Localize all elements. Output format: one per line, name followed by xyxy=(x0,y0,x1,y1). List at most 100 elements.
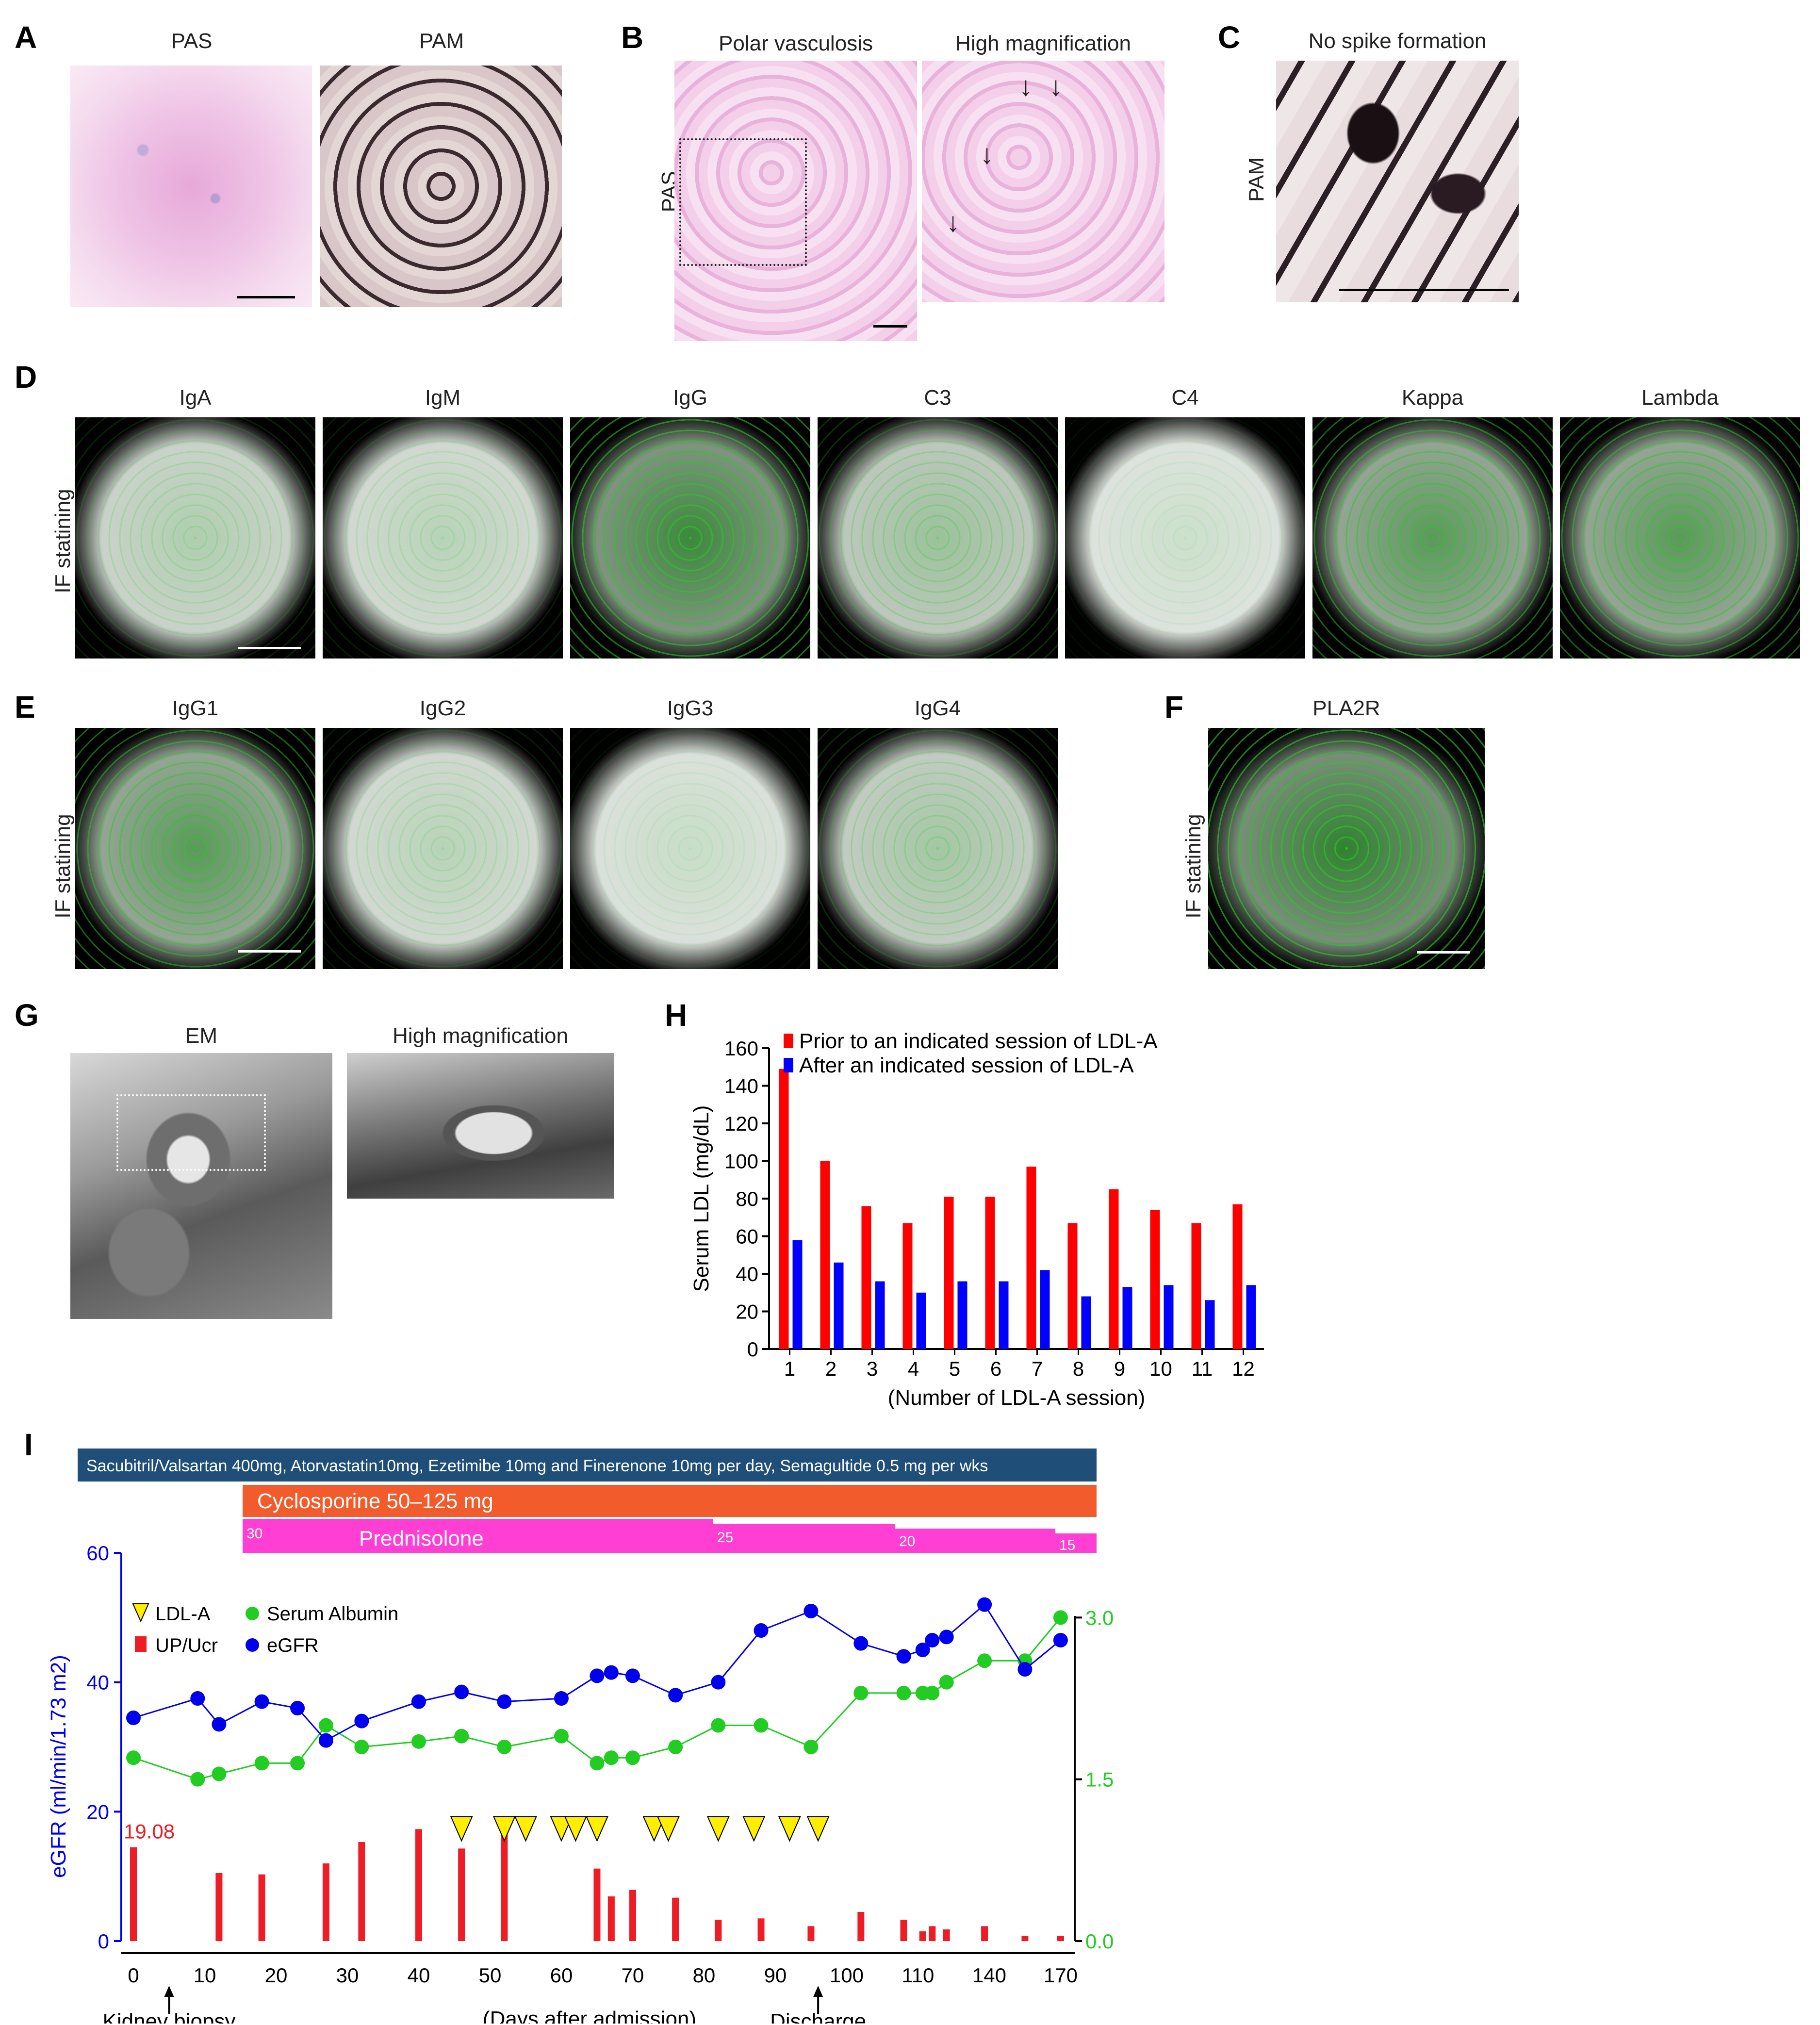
scale-bar xyxy=(237,296,295,298)
bar-after xyxy=(999,1281,1009,1349)
prednisolone-label: Prednisolone xyxy=(359,1527,484,1550)
panel-label-a: A xyxy=(15,20,37,55)
em-high-mag-image xyxy=(347,1053,614,1199)
upucr-bar xyxy=(807,1926,815,1941)
bar-prior xyxy=(820,1161,830,1349)
egfr-point xyxy=(803,1604,819,1618)
bar-after xyxy=(1081,1296,1091,1349)
egfr-point xyxy=(254,1694,269,1709)
y-tick-label: 100 xyxy=(724,1150,758,1173)
prednisolone-step xyxy=(243,1519,713,1553)
panel-f-side-label: IF statining xyxy=(1181,814,1205,919)
upucr-bar xyxy=(629,1890,636,1941)
panel-label-c: C xyxy=(1218,20,1241,55)
bar-after xyxy=(957,1281,967,1349)
y-axis-label: Serum LDL (mg/dL) xyxy=(689,1105,713,1292)
clinical-course-chart: Sacubitril/Valsartan 400mg, Atorvastatin… xyxy=(47,1449,1114,2024)
egfr-point xyxy=(1017,1662,1033,1677)
y-tick-label: 20 xyxy=(736,1301,758,1323)
ldla-marker xyxy=(450,1816,473,1842)
if-image-igm xyxy=(323,417,563,659)
upucr-bar xyxy=(607,1896,615,1941)
if-title-iga: IgA xyxy=(179,386,212,410)
x-tick-label: 8 xyxy=(1073,1357,1084,1380)
legend-swatch xyxy=(784,1034,793,1048)
panel-label-e: E xyxy=(15,690,35,724)
y-tick-label: 40 xyxy=(736,1263,758,1285)
bar-after xyxy=(834,1262,844,1349)
x-tick-label: 10 xyxy=(194,1964,216,1987)
discharge-label: Discharge xyxy=(770,2009,866,2024)
albumin-point xyxy=(896,1685,911,1700)
if-image-igg4 xyxy=(818,728,1058,969)
egfr-point xyxy=(190,1691,205,1706)
panel-e-side-label: IF statining xyxy=(51,814,75,919)
polar-vasculosis-image xyxy=(674,61,917,341)
bar-after xyxy=(1205,1300,1215,1349)
egfr-point xyxy=(354,1713,369,1729)
albumin-point xyxy=(411,1734,426,1749)
x-tick-label: 90 xyxy=(764,1964,787,1987)
bar-after xyxy=(1122,1287,1132,1349)
albumin-point xyxy=(254,1756,269,1771)
egfr-point xyxy=(318,1733,333,1748)
upucr-bar xyxy=(215,1873,223,1941)
pam-stain-image xyxy=(320,66,562,307)
albumin-point xyxy=(853,1685,869,1700)
discharge-arrow-head xyxy=(813,1986,823,1997)
egfr-point xyxy=(554,1691,569,1706)
panel-label-i: I xyxy=(24,1427,33,1462)
y-right-tick-label: 1.5 xyxy=(1085,1768,1114,1791)
y-left-tick-label: 60 xyxy=(86,1542,109,1564)
bar-prior xyxy=(902,1223,913,1349)
pla2r-if-image xyxy=(1208,728,1485,969)
legend-label: After an indicated session of LDL-A xyxy=(799,1054,1134,1077)
ldla-marker xyxy=(778,1816,801,1842)
x-tick-label: 100 xyxy=(830,1964,864,1987)
bar-prior xyxy=(1232,1204,1243,1349)
x-tick-label: 50 xyxy=(479,1964,502,1987)
x-tick-label: 80 xyxy=(693,1964,716,1987)
y-tick-label: 0 xyxy=(747,1338,758,1361)
bar-after xyxy=(1246,1285,1256,1349)
albumin-point xyxy=(354,1740,369,1754)
upucr-bar xyxy=(358,1842,365,1941)
x-tick-label: 6 xyxy=(990,1357,1001,1380)
ldla-marker xyxy=(585,1816,608,1842)
legend-marker xyxy=(132,1603,149,1623)
if-image-igg1 xyxy=(75,728,315,969)
panel-label-h: H xyxy=(665,998,688,1033)
zoom-box xyxy=(679,138,807,266)
panel-label-d: D xyxy=(15,360,37,395)
if-title-igg1: IgG1 xyxy=(172,696,219,720)
egfr-point xyxy=(290,1701,305,1715)
egfr-point xyxy=(411,1694,426,1709)
upucr-bar xyxy=(593,1868,601,1941)
albumin-point xyxy=(803,1740,819,1754)
bar-prior xyxy=(1150,1210,1160,1349)
albumin-point xyxy=(590,1756,605,1771)
upucr-bar xyxy=(715,1920,722,1941)
y-tick-label: 60 xyxy=(736,1225,758,1248)
albumin-point xyxy=(977,1653,992,1668)
bar-after xyxy=(1040,1270,1050,1349)
y-tick-label: 120 xyxy=(724,1112,758,1135)
egfr-point xyxy=(625,1668,640,1683)
x-tick-label: 110 xyxy=(902,1964,934,1987)
x-tick-label: 3 xyxy=(867,1357,878,1380)
y-tick-label: 80 xyxy=(736,1187,758,1210)
egfr-point xyxy=(212,1717,227,1732)
prednisolone-dose-label: 30 xyxy=(246,1526,262,1542)
ldla-marker xyxy=(550,1816,573,1842)
ldla-marker xyxy=(642,1816,666,1842)
ldla-marker xyxy=(656,1816,680,1842)
x-tick-label: 40 xyxy=(408,1964,430,1987)
upucr-bar xyxy=(900,1920,907,1941)
legend-marker xyxy=(246,1638,259,1652)
ldla-marker xyxy=(806,1816,830,1842)
high-magnification-image: ↓ ↓ ↓ ↓ xyxy=(922,61,1164,302)
albumin-point xyxy=(454,1729,469,1744)
scale-bar xyxy=(1417,951,1470,954)
legend-marker xyxy=(246,1607,259,1620)
